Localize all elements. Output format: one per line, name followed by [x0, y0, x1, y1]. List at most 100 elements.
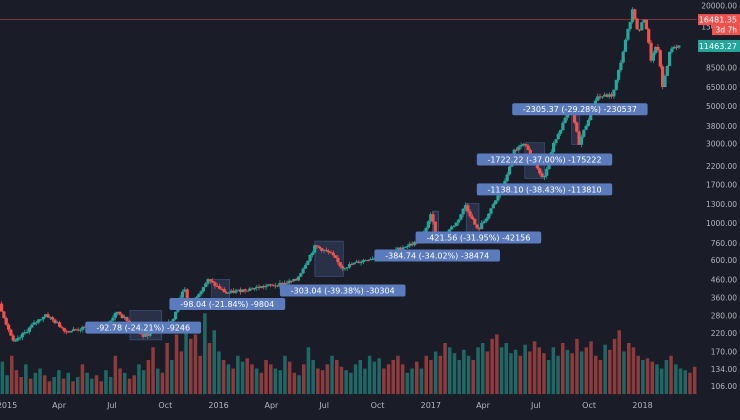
candle — [579, 136, 584, 145]
candle — [185, 289, 189, 298]
candle — [7, 324, 11, 330]
candle — [41, 316, 45, 320]
candle — [266, 284, 270, 286]
candle — [401, 247, 405, 250]
candle — [231, 290, 236, 293]
candle — [27, 327, 31, 332]
volume-bar — [542, 353, 546, 394]
volume-bar — [551, 347, 556, 395]
volume-bar — [160, 372, 165, 395]
volume-bar — [485, 351, 490, 394]
candle — [556, 133, 560, 140]
candle — [271, 284, 275, 286]
candle — [62, 327, 66, 332]
volume-bar — [5, 375, 9, 394]
candle — [670, 48, 674, 52]
volume-bar — [457, 360, 461, 394]
candle — [505, 174, 509, 181]
measure-label: -2305.37 (-29.28%) -230537 — [523, 105, 637, 114]
measure-label: -303.04 (-39.38%) -30304 — [291, 287, 395, 296]
candle — [37, 319, 41, 323]
candle — [489, 208, 493, 214]
candle — [299, 273, 303, 277]
volume-bar — [71, 381, 75, 395]
high-price-badge: 16481.35 3d 7h — [698, 14, 740, 36]
volume-bar — [198, 355, 202, 395]
candle — [366, 260, 370, 262]
candle — [220, 288, 224, 290]
candle — [51, 317, 55, 320]
candle — [2, 311, 6, 318]
volume-bar — [339, 366, 344, 394]
candle — [122, 316, 127, 318]
volume-bar — [424, 355, 428, 395]
candle — [201, 287, 205, 292]
volume-bar — [382, 368, 386, 394]
high-price-countdown: 3d 7h — [716, 26, 738, 35]
candle — [426, 221, 430, 228]
candle — [600, 96, 604, 98]
price-axis[interactable]: 20000.0015000.008500.006500.005000.00380… — [701, 2, 737, 392]
candle — [475, 224, 479, 229]
candle — [610, 94, 614, 97]
volume-bar — [396, 355, 400, 395]
candle — [452, 226, 456, 228]
price-tick: 8500.00 — [706, 64, 737, 73]
candle — [429, 214, 433, 222]
candle — [278, 282, 282, 287]
volume-bar — [546, 360, 551, 394]
volume-bar — [692, 366, 697, 394]
candle — [218, 286, 222, 289]
candle — [410, 243, 414, 246]
candle — [320, 247, 324, 251]
candle — [34, 322, 38, 324]
volume-bar — [61, 378, 66, 394]
candle — [174, 311, 178, 320]
candle — [331, 252, 335, 256]
price-tick: 1700.00 — [706, 181, 737, 190]
candle — [433, 221, 437, 236]
candle — [334, 255, 338, 258]
volume-bar — [419, 368, 424, 394]
volume-bar — [504, 343, 508, 394]
candle — [661, 66, 665, 87]
volume-bar — [344, 370, 348, 394]
candle — [677, 45, 681, 48]
volume-bar — [250, 364, 254, 394]
volume-bar — [269, 364, 273, 394]
measure-label: -98.04 (-21.84%) -9804 — [180, 300, 274, 309]
candle — [255, 286, 259, 288]
volume-bar — [156, 368, 160, 394]
candle — [204, 283, 208, 288]
price-tick: 6500.00 — [706, 83, 737, 92]
candle — [431, 214, 435, 222]
volume-bar — [509, 353, 513, 394]
candle — [630, 9, 635, 22]
volume-bar — [174, 334, 179, 394]
volume-bar — [664, 360, 669, 394]
candle — [456, 219, 461, 223]
candle — [566, 113, 570, 118]
volume-bar — [236, 355, 240, 395]
volume-bar — [438, 355, 443, 395]
candle — [9, 329, 13, 336]
candle — [519, 145, 523, 147]
price-tick: 170.00 — [711, 348, 737, 357]
volume-bar — [104, 370, 108, 394]
volume-bar — [462, 349, 466, 394]
candle — [403, 246, 407, 248]
volume-bar — [325, 364, 330, 394]
candle — [473, 219, 477, 225]
candle — [357, 261, 361, 263]
candle — [296, 276, 301, 281]
volume-bar — [499, 347, 504, 395]
volume-bar — [316, 368, 320, 394]
candle — [658, 50, 662, 67]
candle — [487, 213, 491, 219]
candle — [563, 117, 567, 123]
candle — [76, 329, 80, 331]
time-axis[interactable]: 2015 Apr Jul Oct 2016 Apr Jul Oct 2017 Apr Jul Oct 2… — [0, 401, 653, 410]
candle — [324, 249, 328, 251]
